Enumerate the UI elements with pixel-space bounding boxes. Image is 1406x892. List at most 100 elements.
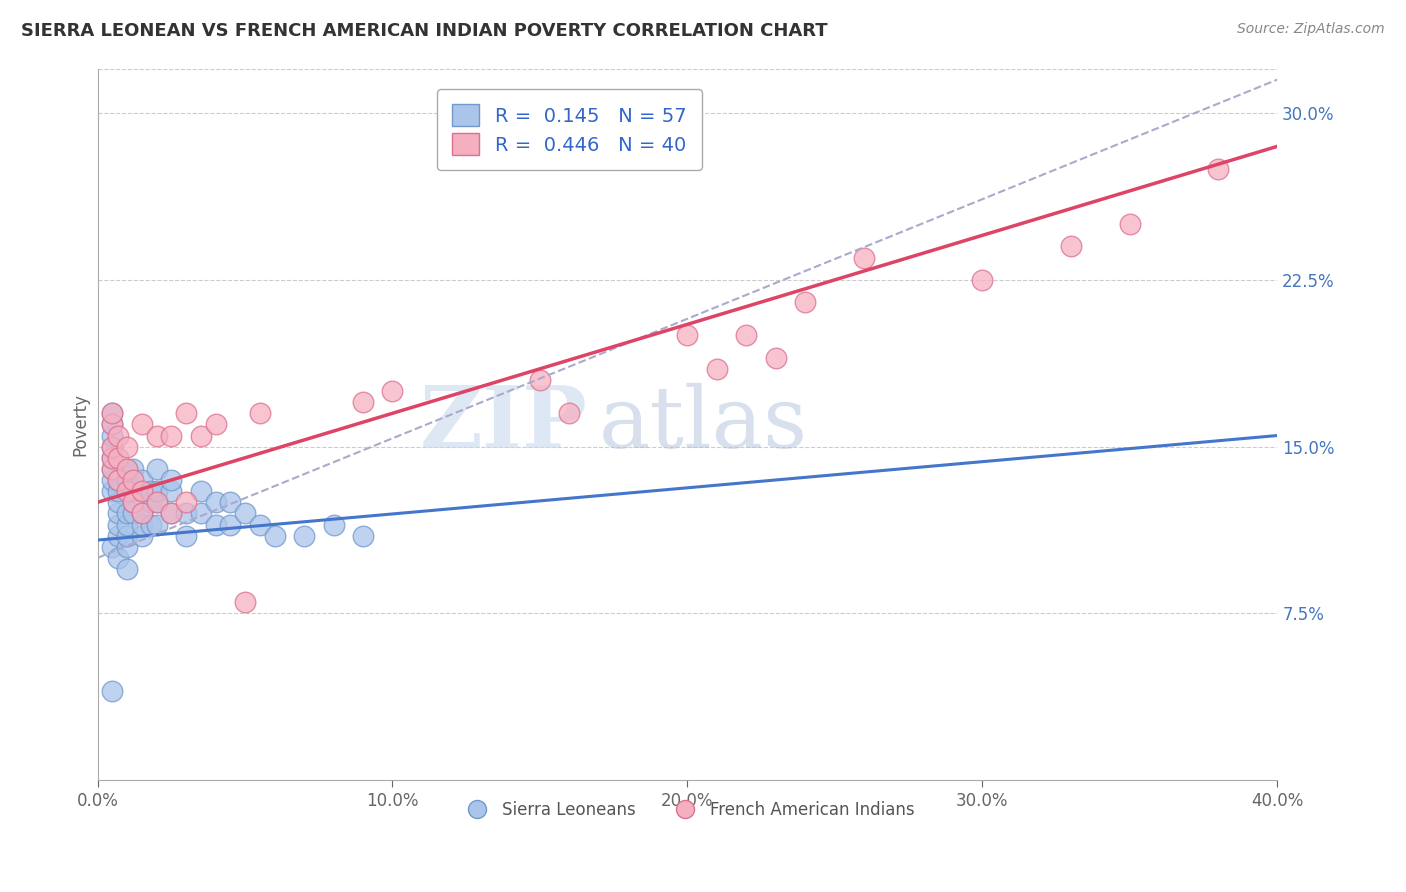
Point — [292, 528, 315, 542]
Point — [794, 295, 817, 310]
Point — [219, 517, 242, 532]
Point — [145, 428, 167, 442]
Point — [972, 273, 994, 287]
Point — [249, 406, 271, 420]
Point — [204, 517, 226, 532]
Point — [107, 550, 129, 565]
Point — [101, 540, 124, 554]
Point — [190, 507, 212, 521]
Point — [101, 406, 124, 420]
Point — [107, 428, 129, 442]
Point — [101, 440, 124, 454]
Point — [233, 507, 256, 521]
Point — [145, 517, 167, 532]
Point — [107, 484, 129, 499]
Point — [131, 507, 153, 521]
Point — [115, 507, 138, 521]
Point — [115, 562, 138, 576]
Point — [101, 450, 124, 465]
Point — [101, 684, 124, 698]
Point — [122, 495, 145, 509]
Point — [381, 384, 404, 398]
Point — [107, 473, 129, 487]
Point — [190, 484, 212, 499]
Point — [131, 473, 153, 487]
Point — [131, 484, 153, 499]
Point — [352, 528, 374, 542]
Point — [101, 450, 124, 465]
Point — [1206, 161, 1229, 176]
Point — [174, 406, 197, 420]
Point — [122, 473, 145, 487]
Point — [174, 507, 197, 521]
Point — [101, 484, 124, 499]
Point — [101, 462, 124, 476]
Point — [115, 540, 138, 554]
Point — [101, 417, 124, 432]
Point — [1060, 239, 1083, 253]
Point — [139, 517, 162, 532]
Point — [101, 417, 124, 432]
Text: SIERRA LEONEAN VS FRENCH AMERICAN INDIAN POVERTY CORRELATION CHART: SIERRA LEONEAN VS FRENCH AMERICAN INDIAN… — [21, 22, 828, 40]
Legend: Sierra Leoneans, French American Indians: Sierra Leoneans, French American Indians — [453, 794, 921, 825]
Point — [160, 473, 183, 487]
Point — [139, 484, 162, 499]
Point — [706, 361, 728, 376]
Point — [160, 484, 183, 499]
Point — [107, 495, 129, 509]
Point — [219, 495, 242, 509]
Point — [115, 462, 138, 476]
Point — [107, 528, 129, 542]
Point — [101, 440, 124, 454]
Point — [115, 484, 138, 499]
Text: ZIP: ZIP — [419, 383, 588, 467]
Point — [190, 428, 212, 442]
Point — [160, 507, 183, 521]
Point — [249, 517, 271, 532]
Point — [107, 507, 129, 521]
Point — [122, 495, 145, 509]
Point — [107, 517, 129, 532]
Point — [529, 373, 551, 387]
Point — [322, 517, 344, 532]
Point — [160, 507, 183, 521]
Point — [115, 440, 138, 454]
Point — [131, 517, 153, 532]
Point — [352, 395, 374, 409]
Point — [101, 473, 124, 487]
Text: atlas: atlas — [599, 383, 808, 466]
Point — [174, 495, 197, 509]
Text: Source: ZipAtlas.com: Source: ZipAtlas.com — [1237, 22, 1385, 37]
Point — [204, 417, 226, 432]
Point — [145, 484, 167, 499]
Point — [115, 462, 138, 476]
Y-axis label: Poverty: Poverty — [72, 392, 89, 456]
Point — [122, 462, 145, 476]
Point — [131, 507, 153, 521]
Point — [765, 351, 787, 365]
Point — [735, 328, 758, 343]
Point — [676, 328, 699, 343]
Point — [115, 517, 138, 532]
Point — [101, 428, 124, 442]
Point — [145, 495, 167, 509]
Point — [131, 417, 153, 432]
Point — [853, 251, 876, 265]
Point — [115, 528, 138, 542]
Point — [558, 406, 581, 420]
Point — [101, 462, 124, 476]
Point — [139, 495, 162, 509]
Point — [204, 495, 226, 509]
Point — [107, 450, 129, 465]
Point — [263, 528, 285, 542]
Point — [145, 495, 167, 509]
Point — [107, 473, 129, 487]
Point — [101, 406, 124, 420]
Point — [122, 484, 145, 499]
Point — [233, 595, 256, 609]
Point — [131, 484, 153, 499]
Point — [131, 528, 153, 542]
Point — [1119, 217, 1142, 231]
Point — [174, 528, 197, 542]
Point — [160, 428, 183, 442]
